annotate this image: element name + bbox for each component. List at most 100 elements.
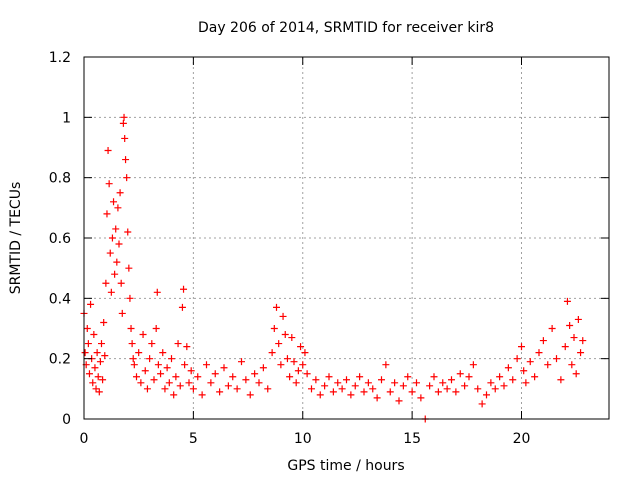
data-point (369, 385, 377, 393)
data-point (478, 400, 486, 408)
data-point (338, 385, 346, 393)
data-point (343, 376, 350, 384)
data-points (80, 113, 587, 423)
data-point (522, 379, 530, 387)
data-point (520, 367, 528, 375)
data-point (281, 331, 289, 339)
data-point (150, 376, 158, 384)
data-point (255, 379, 263, 387)
data-point (148, 340, 156, 348)
y-axis-label: SRMTID / TECUs (8, 182, 24, 295)
data-point (233, 385, 241, 393)
data-point (439, 379, 447, 387)
data-point (118, 309, 126, 317)
x-tick-label: 20 (513, 431, 531, 447)
data-point (321, 382, 329, 390)
data-point (198, 391, 206, 399)
data-point (456, 370, 464, 378)
data-point (92, 385, 100, 393)
data-point (491, 385, 499, 393)
data-point (539, 337, 547, 345)
data-point (180, 285, 188, 293)
data-point (474, 385, 482, 393)
data-point (121, 134, 129, 142)
data-point (102, 279, 110, 287)
data-point (99, 376, 107, 384)
data-point (141, 367, 149, 375)
data-point (404, 373, 412, 381)
data-point (126, 294, 134, 302)
data-point (283, 355, 291, 363)
data-point (500, 382, 508, 390)
data-point (469, 361, 477, 369)
data-point (220, 364, 228, 372)
data-point (513, 355, 521, 363)
data-point (90, 331, 98, 339)
data-point (115, 240, 123, 248)
data-point (347, 391, 355, 399)
data-point (465, 373, 473, 381)
data-point (159, 349, 167, 357)
data-point (434, 388, 442, 396)
data-point (270, 325, 278, 332)
data-point (426, 382, 434, 390)
data-point (146, 355, 154, 363)
data-point (408, 388, 416, 396)
data-point (360, 388, 368, 396)
data-point (96, 358, 104, 366)
data-point (168, 355, 175, 363)
data-point (174, 340, 182, 348)
chart-title: Day 206 of 2014, SRMTID for receiver kir… (198, 20, 494, 36)
data-point (548, 325, 556, 332)
data-point (553, 355, 560, 363)
data-point (461, 382, 469, 390)
y-tick-label: 0 (62, 412, 71, 428)
data-point (356, 373, 364, 381)
data-point (170, 391, 178, 399)
data-point (116, 189, 124, 197)
data-point (107, 288, 115, 296)
data-point (125, 264, 133, 272)
y-tick-label: 1.2 (49, 50, 71, 66)
data-point (112, 225, 120, 233)
data-point (316, 391, 324, 399)
data-point (574, 315, 582, 323)
data-point (509, 376, 517, 384)
data-point (163, 364, 171, 372)
data-point (290, 358, 298, 366)
data-point (279, 312, 287, 320)
data-point (143, 385, 151, 393)
data-point (165, 379, 173, 387)
data-point (93, 349, 101, 357)
data-point (157, 370, 165, 378)
data-point (303, 370, 311, 378)
data-point (448, 376, 455, 384)
data-point (119, 119, 127, 127)
data-point (172, 373, 180, 381)
data-point (161, 385, 169, 393)
data-point (526, 358, 534, 366)
x-tick-label: 15 (403, 431, 421, 447)
data-point (566, 321, 574, 329)
data-point (391, 379, 399, 387)
data-point (95, 388, 103, 396)
data-point (211, 370, 219, 378)
data-point (297, 343, 305, 351)
data-point (128, 340, 136, 348)
data-point (259, 364, 267, 372)
data-point (81, 349, 89, 357)
data-point (89, 379, 97, 387)
data-point (275, 340, 283, 348)
data-point (504, 364, 512, 372)
data-point (85, 370, 93, 378)
data-point (91, 364, 99, 372)
data-point (242, 376, 250, 384)
data-point (299, 361, 307, 369)
data-point (135, 349, 143, 357)
data-point (531, 373, 539, 381)
data-point (292, 379, 300, 387)
data-point (563, 297, 571, 305)
data-point (443, 385, 451, 393)
data-point (178, 303, 186, 311)
